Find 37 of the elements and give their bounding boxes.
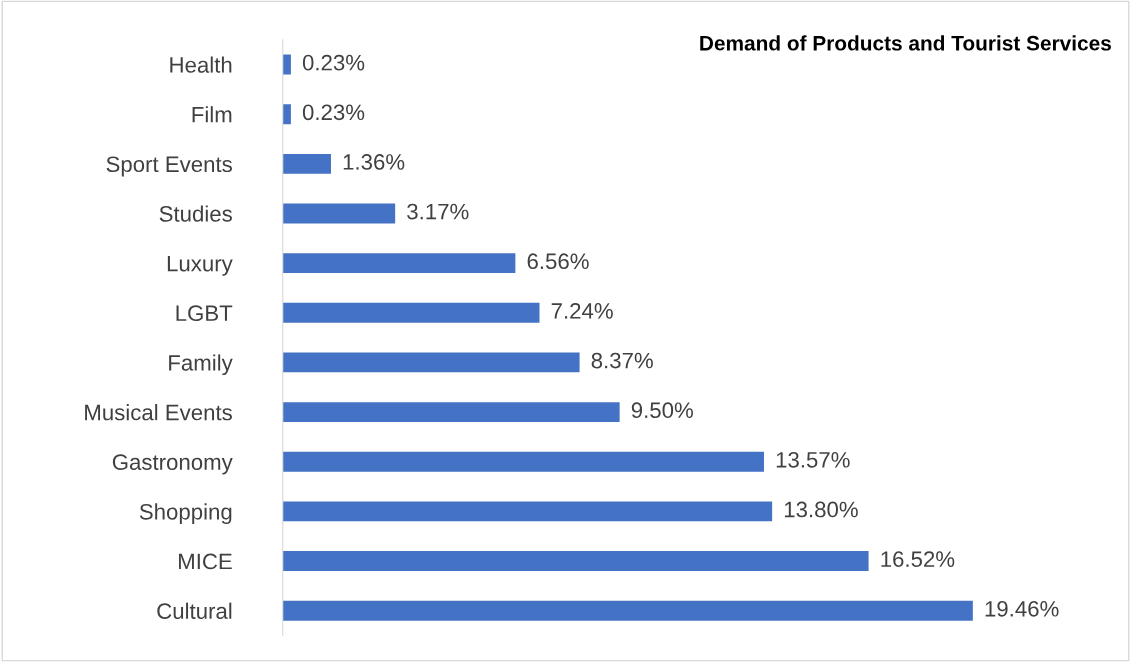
bar (282, 104, 291, 125)
y-tick-label: Studies (159, 205, 232, 222)
y-tick-label: Sport Events (106, 156, 232, 177)
bar (282, 203, 396, 224)
y-tick-label: Gastronomy (112, 454, 233, 475)
data-label: 1.36% (343, 154, 405, 170)
bar (282, 54, 291, 75)
data-label: 3.17% (407, 203, 469, 220)
data-label: 19.46% (985, 600, 1059, 617)
bar (282, 302, 540, 323)
data-label: 16.52% (881, 551, 955, 568)
bar (282, 253, 516, 274)
bar (282, 352, 580, 373)
chart-title: Demand of Products and Tourist Services (700, 35, 1111, 51)
y-tick-label: Musical Events (85, 404, 232, 421)
data-label: 8.37% (591, 352, 653, 369)
y-tick-label: Family (169, 354, 233, 376)
bar (282, 551, 869, 571)
y-tick-label: Shopping (139, 503, 232, 525)
y-tick-label: LGBT (176, 305, 233, 322)
data-label: 0.23% (302, 54, 365, 71)
y-tick-label: Health (170, 56, 232, 73)
y-tick-label: MICE (179, 553, 232, 570)
y-tick-label: Film (192, 106, 232, 123)
bar (282, 153, 331, 174)
y-tick-label: Luxury (167, 255, 233, 276)
data-label: 7.24% (551, 303, 613, 319)
data-label: 13.57% (776, 451, 850, 468)
bar (282, 501, 773, 522)
data-label: 6.56% (527, 253, 589, 270)
data-label: 0.23% (302, 104, 365, 121)
bar (282, 402, 620, 423)
y-tick-label: Cultural (157, 602, 232, 619)
bar (282, 600, 973, 621)
data-label: 13.80% (784, 501, 858, 518)
data-label: 9.50% (631, 402, 693, 419)
bar (282, 451, 764, 472)
